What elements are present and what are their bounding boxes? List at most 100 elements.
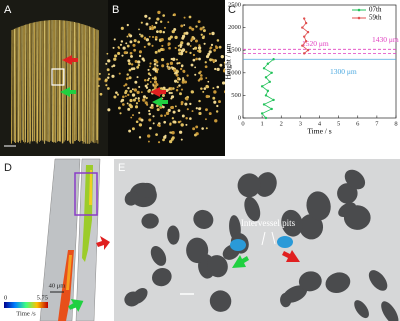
vessel-dot [151,25,154,27]
vessel-dot [204,65,208,69]
series-line [261,58,275,119]
point [303,52,306,55]
vessel-dot [105,62,108,65]
vessel-dot [140,91,143,94]
vessel-dot [131,93,136,97]
vessel-dot [145,38,150,42]
vessel-dot [140,21,143,24]
colorbar-max: 5.75 [37,294,48,301]
vessel-dot [134,80,138,84]
x-tick-label: 6 [356,120,360,127]
vessel-dot [153,66,157,69]
vessel-dot [156,64,159,67]
vessel-dot [195,107,198,110]
vessel-dot [185,97,189,101]
vessel-dot [155,133,158,136]
legend-marker [357,8,361,12]
vessel-dot [144,79,147,82]
vessel-dot [127,93,130,97]
vessel-dot [174,35,178,40]
vessel-dot [152,83,155,86]
vessel-dot [205,94,209,99]
vessel-dot [117,51,121,55]
vessel-dot [150,105,154,110]
point [303,17,306,20]
vessel-dot [198,49,202,53]
vessel-dot [160,114,163,118]
vessel-dot [182,69,186,73]
vessel-dot [213,100,217,104]
point [306,30,310,34]
vessel-dot [142,95,146,99]
vessel-dot [137,97,140,100]
vessel-dot [159,20,163,23]
vessel-dot [168,139,173,144]
vessel-dot [151,77,154,80]
arrow-red [150,87,166,97]
vessel-dot [197,79,201,82]
vessel-dot [126,51,129,54]
vessel-dot [169,61,174,65]
vessel-dot [143,45,146,48]
vessel-dot [157,49,161,53]
vessel-dot [165,111,170,116]
vessel-dot [150,103,154,107]
vessel-dot [164,134,167,137]
vessel-dot [173,79,178,83]
vessel-dot [199,27,203,31]
vessel-hole [338,202,357,218]
reference-label: 1430 μm [372,35,399,44]
vessel-dot [128,103,132,107]
x-tick-label: 4 [318,120,322,127]
vessel-dot [149,65,152,68]
vessel-dot [164,114,167,117]
vessel-hole [237,173,261,198]
vessel-dot [143,37,147,40]
vessel-dot [122,103,125,106]
legend-label: 07th [369,6,382,14]
vessel-dot [127,107,131,111]
x-tick-label: 2 [280,120,283,127]
point [304,21,308,25]
point [306,49,310,52]
vessel-dot [134,105,139,109]
vessel-dot [137,99,141,103]
vessel-hole [325,272,351,293]
vessel-dot [190,63,194,67]
vessel-dot [131,88,134,91]
vessel-dot [145,96,148,100]
vessel-dot [203,87,207,90]
vessel-dot [163,120,167,124]
vessel-dot [148,112,151,116]
vessel-hole [281,209,303,237]
vessel-dot [142,98,146,102]
vessel-dot [107,108,111,112]
vessel-dot [176,81,179,84]
scale-bar-label: 40 μm [49,282,66,289]
arrow-red [62,55,78,65]
vessel-dot [147,42,151,46]
vessel-dot [99,92,103,96]
vessel-dot [195,125,199,129]
point [303,35,306,38]
vessel-dot [149,26,152,29]
vessel-dot [132,98,136,102]
panel-b-bg [108,0,225,156]
vessel-dot [180,123,184,127]
highlight-box [51,68,65,86]
vessel-dot [116,93,120,96]
vessel-dot [98,72,101,75]
vessel-dot [205,118,207,121]
vessel-hole [344,169,366,190]
vessel-dot [178,62,181,65]
colorbar [4,302,48,308]
vessel-dot [170,91,173,95]
vessel-dot [173,120,177,124]
vessel-dot [153,63,157,66]
vessel-dot [198,111,202,116]
vessel-dot [112,46,115,49]
vessel-dot [126,102,129,105]
vessel-dot [161,64,165,68]
vessel-dot [193,133,197,137]
y-tick-label: 0 [238,114,241,121]
